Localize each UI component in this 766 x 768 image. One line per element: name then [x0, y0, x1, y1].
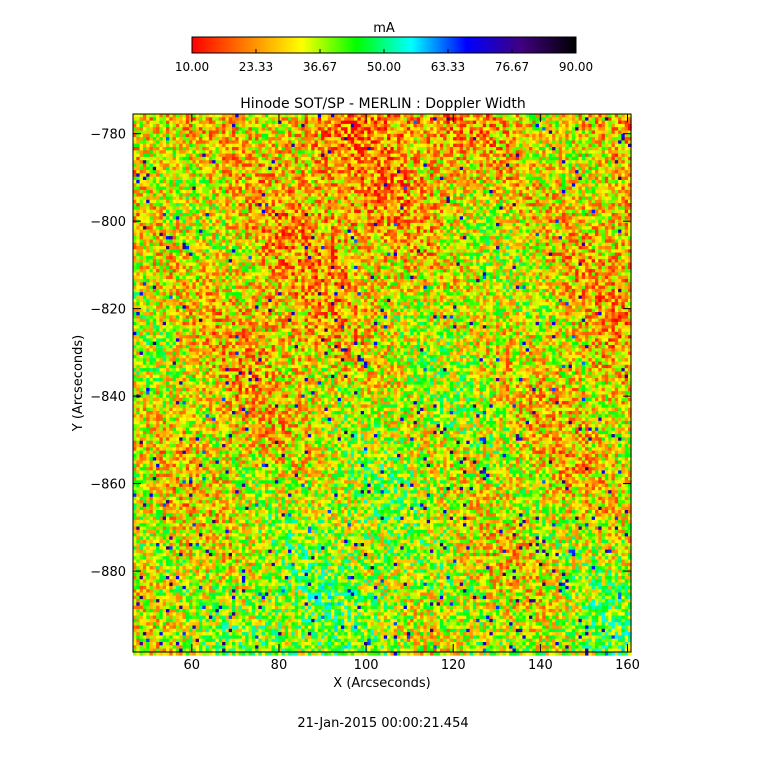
x-tick-label: 140 [528, 658, 553, 673]
colorbar-tick-label: 76.67 [495, 60, 529, 74]
y-tick-label: −860 [90, 478, 126, 493]
colorbar-ticks: 10.00 23.33 36.67 50.00 63.33 76.67 90.00 [175, 49, 593, 74]
y-tick-label: −780 [90, 128, 126, 143]
y-tick-label: −840 [90, 390, 126, 405]
colorbar-label: mA [373, 21, 395, 36]
y-tick-label: −880 [90, 565, 126, 580]
colorbar-tick-label: 90.00 [559, 60, 593, 74]
colorbar-tick-label: 36.67 [303, 60, 337, 74]
x-tick-label: 160 [615, 658, 640, 673]
colorbar-tick-label: 10.00 [175, 60, 209, 74]
y-tick-label: −800 [90, 215, 126, 230]
x-tick-label: 120 [441, 658, 466, 673]
x-axis: 60 80 100 120 140 160 [184, 114, 640, 673]
colorbar-tick-label: 50.00 [367, 60, 401, 74]
timestamp: 21-Jan-2015 00:00:21.454 [297, 716, 468, 731]
y-tick-label: −820 [90, 303, 126, 318]
colorbar-tick-label: 63.33 [431, 60, 465, 74]
x-tick-label: 60 [184, 658, 201, 673]
y-axis-label: Y (Arcseconds) [71, 335, 86, 432]
y-axis: −780 −800 −820 −840 −860 −880 [90, 128, 631, 580]
heatmap-image [133, 114, 632, 656]
plot-frame [132, 113, 632, 653]
x-axis-label: X (Arcseconds) [333, 676, 430, 691]
chart-title: Hinode SOT/SP - MERLIN : Doppler Width [240, 96, 525, 112]
x-tick-label: 80 [271, 658, 288, 673]
colorbar-tick-label: 23.33 [239, 60, 273, 74]
x-tick-label: 100 [354, 658, 379, 673]
